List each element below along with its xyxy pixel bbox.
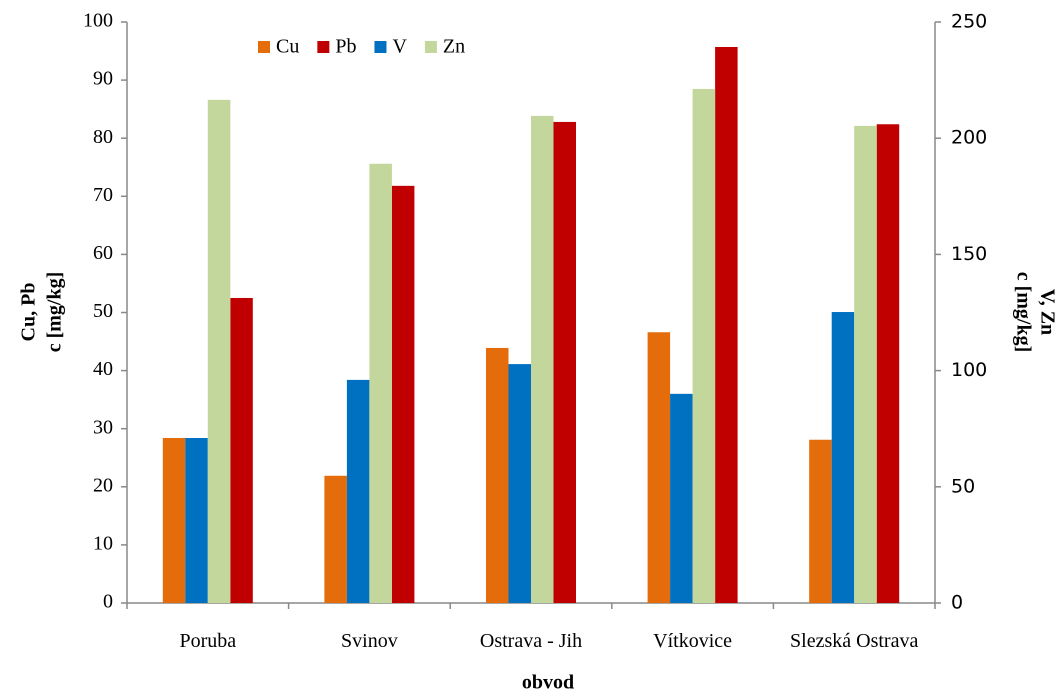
legend-swatch <box>258 41 270 53</box>
legend-swatch <box>424 41 437 53</box>
x-tick-label: Poruba <box>179 630 237 652</box>
bar <box>185 437 208 603</box>
y2-tick-label: 150 <box>951 243 987 265</box>
legend-label: Cu <box>276 36 299 58</box>
bar <box>346 379 370 603</box>
y-tick-label: 100 <box>83 10 113 32</box>
bar <box>324 475 347 603</box>
y2-tick-label: 0 <box>951 592 963 614</box>
y-axis-title: c [mg/kg] <box>44 272 66 353</box>
bar <box>553 121 576 603</box>
bar <box>369 163 392 603</box>
x-tick-label: Ostrava - Jih <box>479 630 583 652</box>
y-tick-label: 10 <box>93 532 113 554</box>
legend-swatch <box>374 41 387 53</box>
bar <box>230 297 253 603</box>
y2-tick-label: 250 <box>951 11 987 33</box>
x-tick-label: Svinov <box>341 630 398 652</box>
bar <box>162 437 186 603</box>
y2-tick-label: 50 <box>951 475 975 497</box>
bar <box>486 347 509 603</box>
bar <box>670 393 693 603</box>
bar <box>831 312 855 603</box>
bar <box>391 185 415 604</box>
y2-axis-title: V, Zn <box>1036 289 1058 335</box>
y-tick-label: 40 <box>93 358 113 380</box>
bar <box>508 364 531 603</box>
legend-swatch <box>317 41 330 53</box>
x-tick-label: Vítkovice <box>653 630 733 652</box>
y-tick-label: 90 <box>93 68 113 90</box>
y2-tick-label: 200 <box>951 127 987 149</box>
y-tick-label: 80 <box>93 126 113 148</box>
legend-label: V <box>392 36 407 58</box>
bar <box>531 115 554 604</box>
y-tick-label: 20 <box>93 474 113 496</box>
legend-label: Pb <box>335 36 356 58</box>
bar <box>207 99 231 603</box>
legend-label: Zn <box>443 36 465 58</box>
bar <box>715 46 738 603</box>
y-tick-label: 0 <box>103 591 113 613</box>
y-tick-label: 30 <box>93 416 113 438</box>
y2-axis-title: c [mg/kg] <box>1012 272 1034 353</box>
x-axis-title: obvod <box>522 672 574 693</box>
bar <box>854 125 877 603</box>
y-tick-label: 70 <box>93 184 113 206</box>
bar <box>647 332 671 603</box>
y-axis-title: Cu, Pb <box>18 283 40 342</box>
bar <box>876 124 900 604</box>
y2-tick-label: 100 <box>951 359 987 381</box>
y-tick-label: 50 <box>93 300 113 322</box>
y-tick-label: 60 <box>93 242 113 264</box>
x-tick-label: Slezská Ostrava <box>790 630 919 652</box>
bar <box>809 439 832 603</box>
bar <box>692 88 716 603</box>
